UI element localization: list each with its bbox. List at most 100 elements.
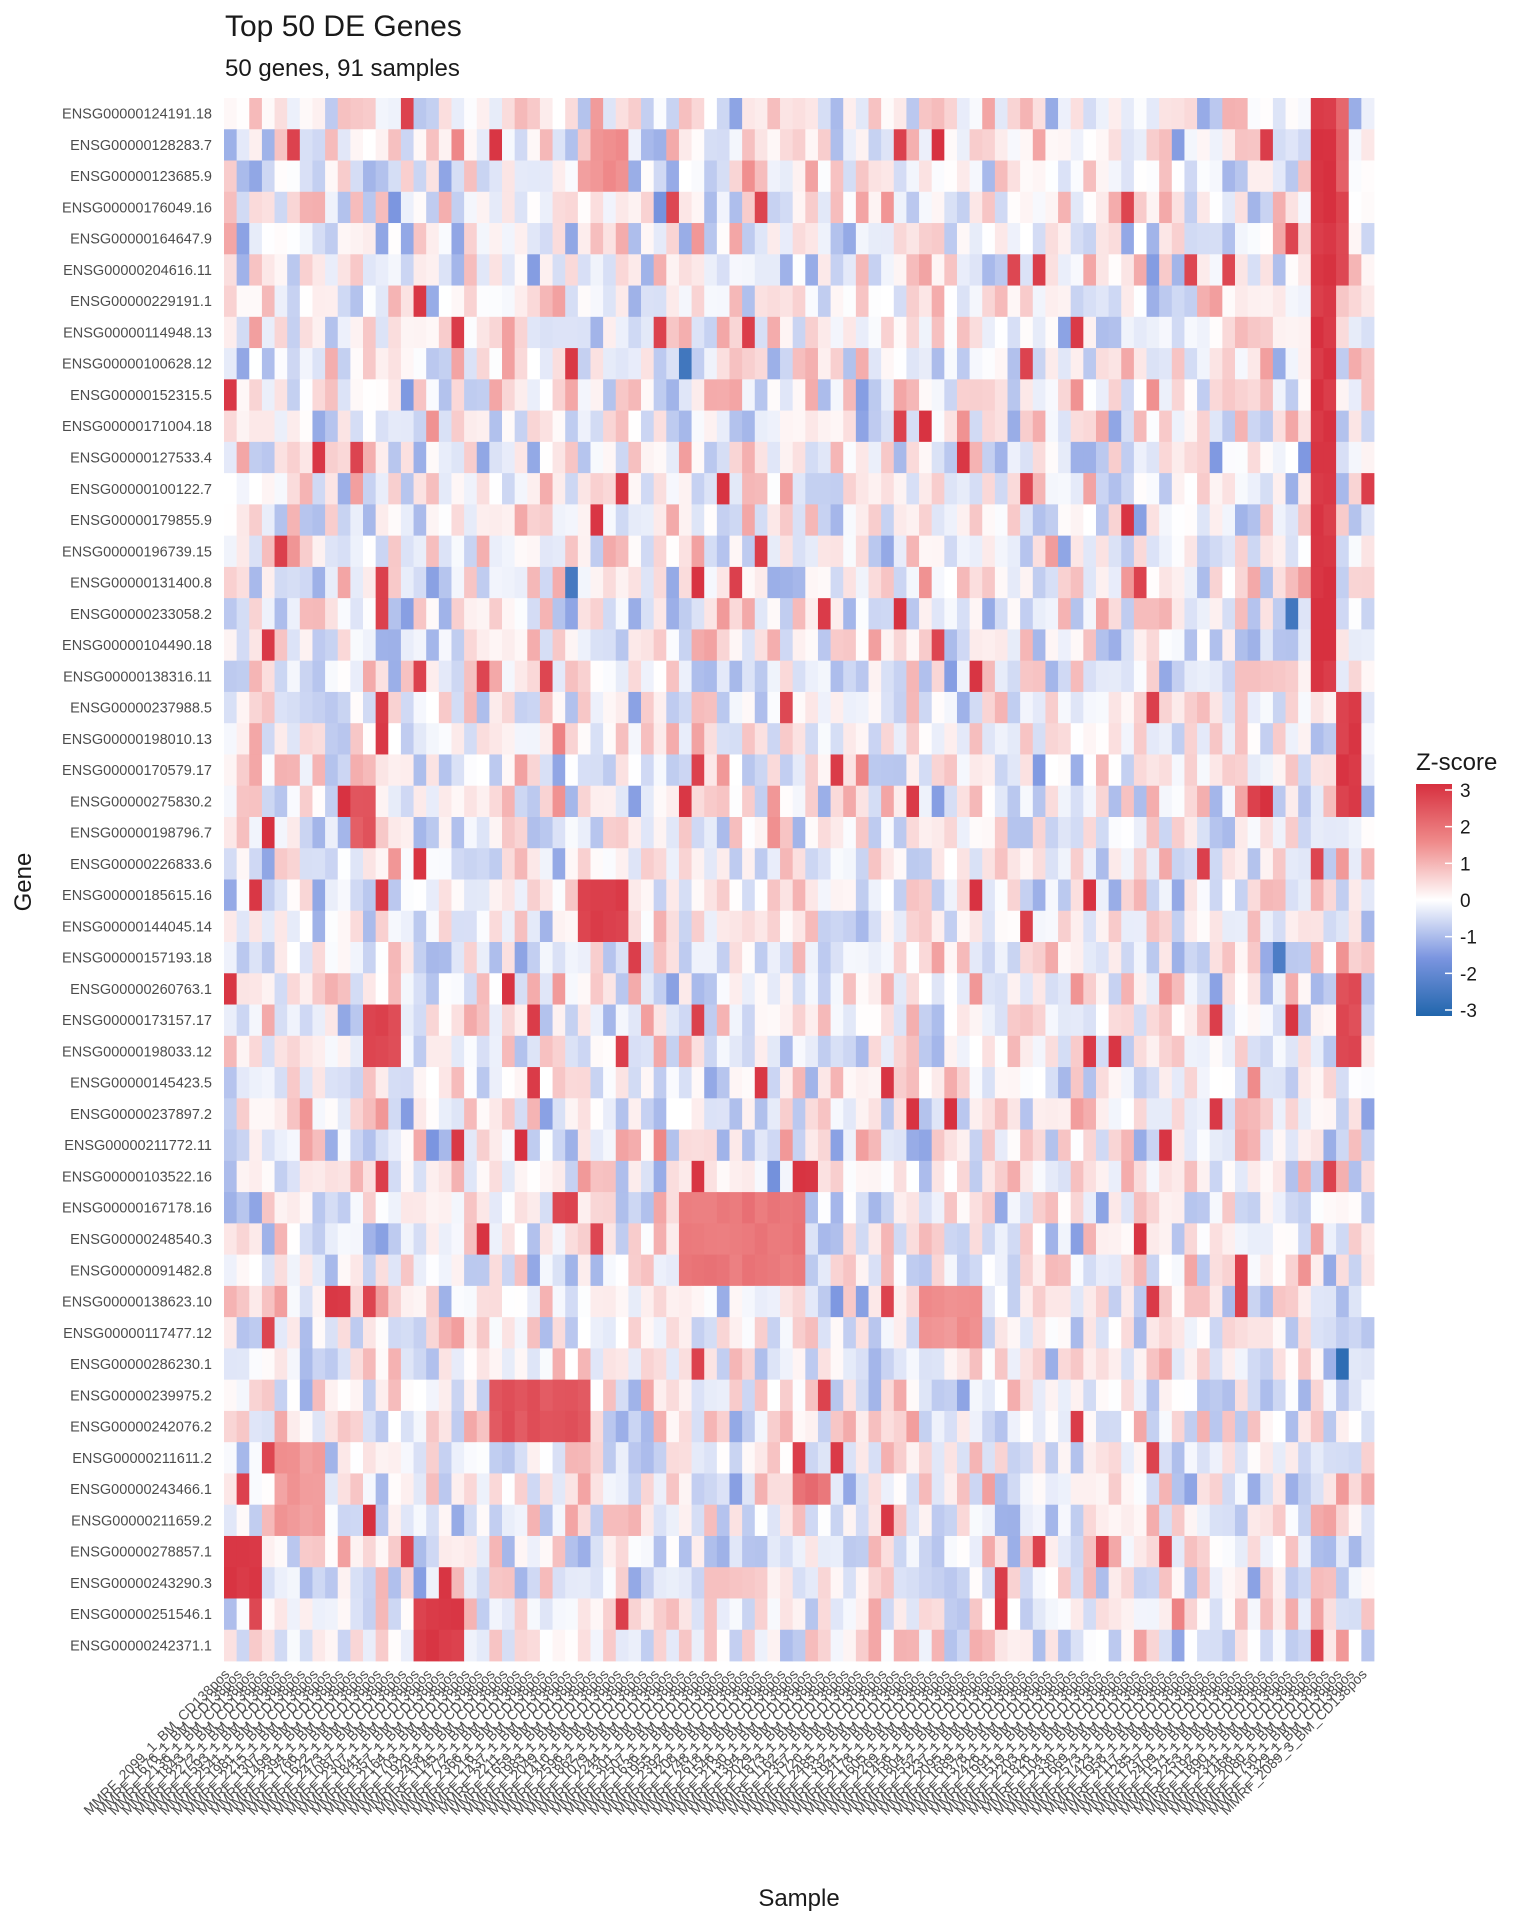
heatmap-cell — [451, 1473, 465, 1506]
heatmap-cell — [1133, 410, 1147, 443]
heatmap-cell — [1323, 1567, 1337, 1599]
heatmap-cell — [603, 973, 617, 1005]
heatmap-cell — [337, 942, 351, 974]
heatmap-cell — [413, 723, 427, 755]
heatmap-cell — [1197, 1504, 1211, 1537]
heatmap-cell — [426, 1598, 440, 1631]
heatmap-cell — [716, 723, 730, 755]
heatmap-cell — [704, 410, 718, 443]
heatmap-cell — [565, 98, 579, 130]
heatmap-cell — [678, 535, 692, 568]
heatmap-cell — [1361, 1192, 1375, 1224]
heatmap-cell — [1020, 191, 1034, 224]
heatmap-cell — [274, 191, 288, 224]
heatmap-cell — [817, 1442, 831, 1474]
heatmap-cell — [881, 1598, 895, 1631]
heatmap-cell — [1058, 348, 1072, 380]
heatmap-cell — [691, 566, 705, 599]
heatmap-cell — [375, 785, 389, 818]
heatmap-cell — [666, 785, 680, 818]
heatmap-cell — [1095, 1129, 1110, 1162]
heatmap-cell — [590, 535, 604, 568]
heatmap-cell — [1222, 1504, 1236, 1537]
heatmap-cell — [742, 1254, 756, 1287]
heatmap-cell — [704, 785, 718, 818]
heatmap-cell — [502, 785, 516, 818]
heatmap-cell — [767, 1254, 781, 1287]
heatmap-cell — [1159, 1285, 1173, 1318]
heatmap-cell — [615, 691, 629, 724]
heatmap-cell — [1197, 191, 1211, 224]
heatmap-cell — [767, 1004, 781, 1037]
heatmap-cell — [742, 1160, 756, 1193]
heatmap-cell — [1045, 129, 1059, 161]
heatmap-cell — [1209, 1067, 1223, 1099]
heatmap-cell — [1146, 691, 1160, 724]
heatmap-cell — [1020, 723, 1034, 755]
heatmap-cell — [868, 1567, 882, 1599]
heatmap-cell — [742, 1410, 756, 1443]
heatmap-cell — [350, 1473, 364, 1506]
heatmap-cell — [464, 879, 478, 912]
heatmap-cell — [1323, 1598, 1337, 1631]
heatmap-cell — [691, 1129, 705, 1162]
heatmap-cell — [363, 535, 377, 568]
heatmap-cell — [565, 1379, 579, 1412]
heatmap-cell — [577, 723, 591, 755]
heatmap-cell — [350, 566, 364, 599]
heatmap-cell — [742, 535, 756, 568]
heatmap-cell — [931, 816, 945, 849]
heatmap-cell — [489, 1004, 503, 1037]
heatmap-cell — [261, 285, 275, 318]
heatmap-cell — [1133, 285, 1147, 318]
heatmap-cell — [1298, 160, 1312, 193]
heatmap-cell — [565, 1004, 579, 1037]
heatmap-cell — [780, 1129, 794, 1162]
heatmap-cell — [514, 723, 528, 755]
heatmap-cell — [1108, 973, 1122, 1005]
heatmap-cell — [224, 1317, 238, 1349]
heatmap-cell — [413, 1473, 427, 1506]
heatmap-cell — [1272, 1254, 1286, 1287]
heatmap-cell — [678, 191, 692, 224]
gene-label: ENSG00000145423.5 — [70, 1076, 212, 1092]
heatmap-cell — [1159, 1567, 1173, 1599]
heatmap-cell — [969, 191, 983, 224]
heatmap-cell — [489, 816, 503, 849]
heatmap-cell — [388, 1223, 402, 1256]
heatmap-cell — [830, 1254, 844, 1287]
heatmap-cell — [476, 754, 490, 787]
heatmap-cell — [224, 129, 238, 161]
heatmap-cell — [224, 1348, 238, 1381]
heatmap-cell — [615, 723, 629, 755]
heatmap-cell — [577, 1035, 591, 1068]
heatmap-cell — [1058, 942, 1072, 974]
heatmap-cell — [552, 254, 566, 286]
heatmap-cell — [476, 910, 490, 943]
heatmap-cell — [805, 410, 819, 443]
heatmap-cell — [1310, 848, 1324, 880]
heatmap-cell — [716, 1598, 730, 1631]
heatmap-cell — [325, 410, 339, 443]
heatmap-cell — [552, 1098, 566, 1130]
heatmap-cell — [1336, 629, 1350, 662]
heatmap-cell — [956, 1535, 971, 1568]
heatmap-cell — [881, 973, 895, 1005]
heatmap-cell — [552, 1535, 566, 1568]
heatmap-cell — [868, 1535, 882, 1568]
heatmap-cell — [312, 691, 326, 724]
heatmap-cell — [780, 98, 794, 130]
heatmap-cell — [792, 1192, 806, 1224]
heatmap-cell — [1323, 1004, 1337, 1037]
heatmap-cell — [261, 879, 275, 912]
heatmap-cell — [325, 660, 339, 693]
heatmap-cell — [565, 223, 579, 255]
heatmap-cell — [261, 754, 275, 787]
heatmap-cell — [565, 316, 579, 349]
heatmap-cell — [1336, 566, 1350, 599]
heatmap-cell — [780, 1160, 794, 1193]
heatmap-cell — [565, 1035, 579, 1068]
heatmap-cell — [805, 1379, 819, 1412]
heatmap-cell — [514, 1410, 528, 1443]
heatmap-cell — [552, 723, 566, 755]
